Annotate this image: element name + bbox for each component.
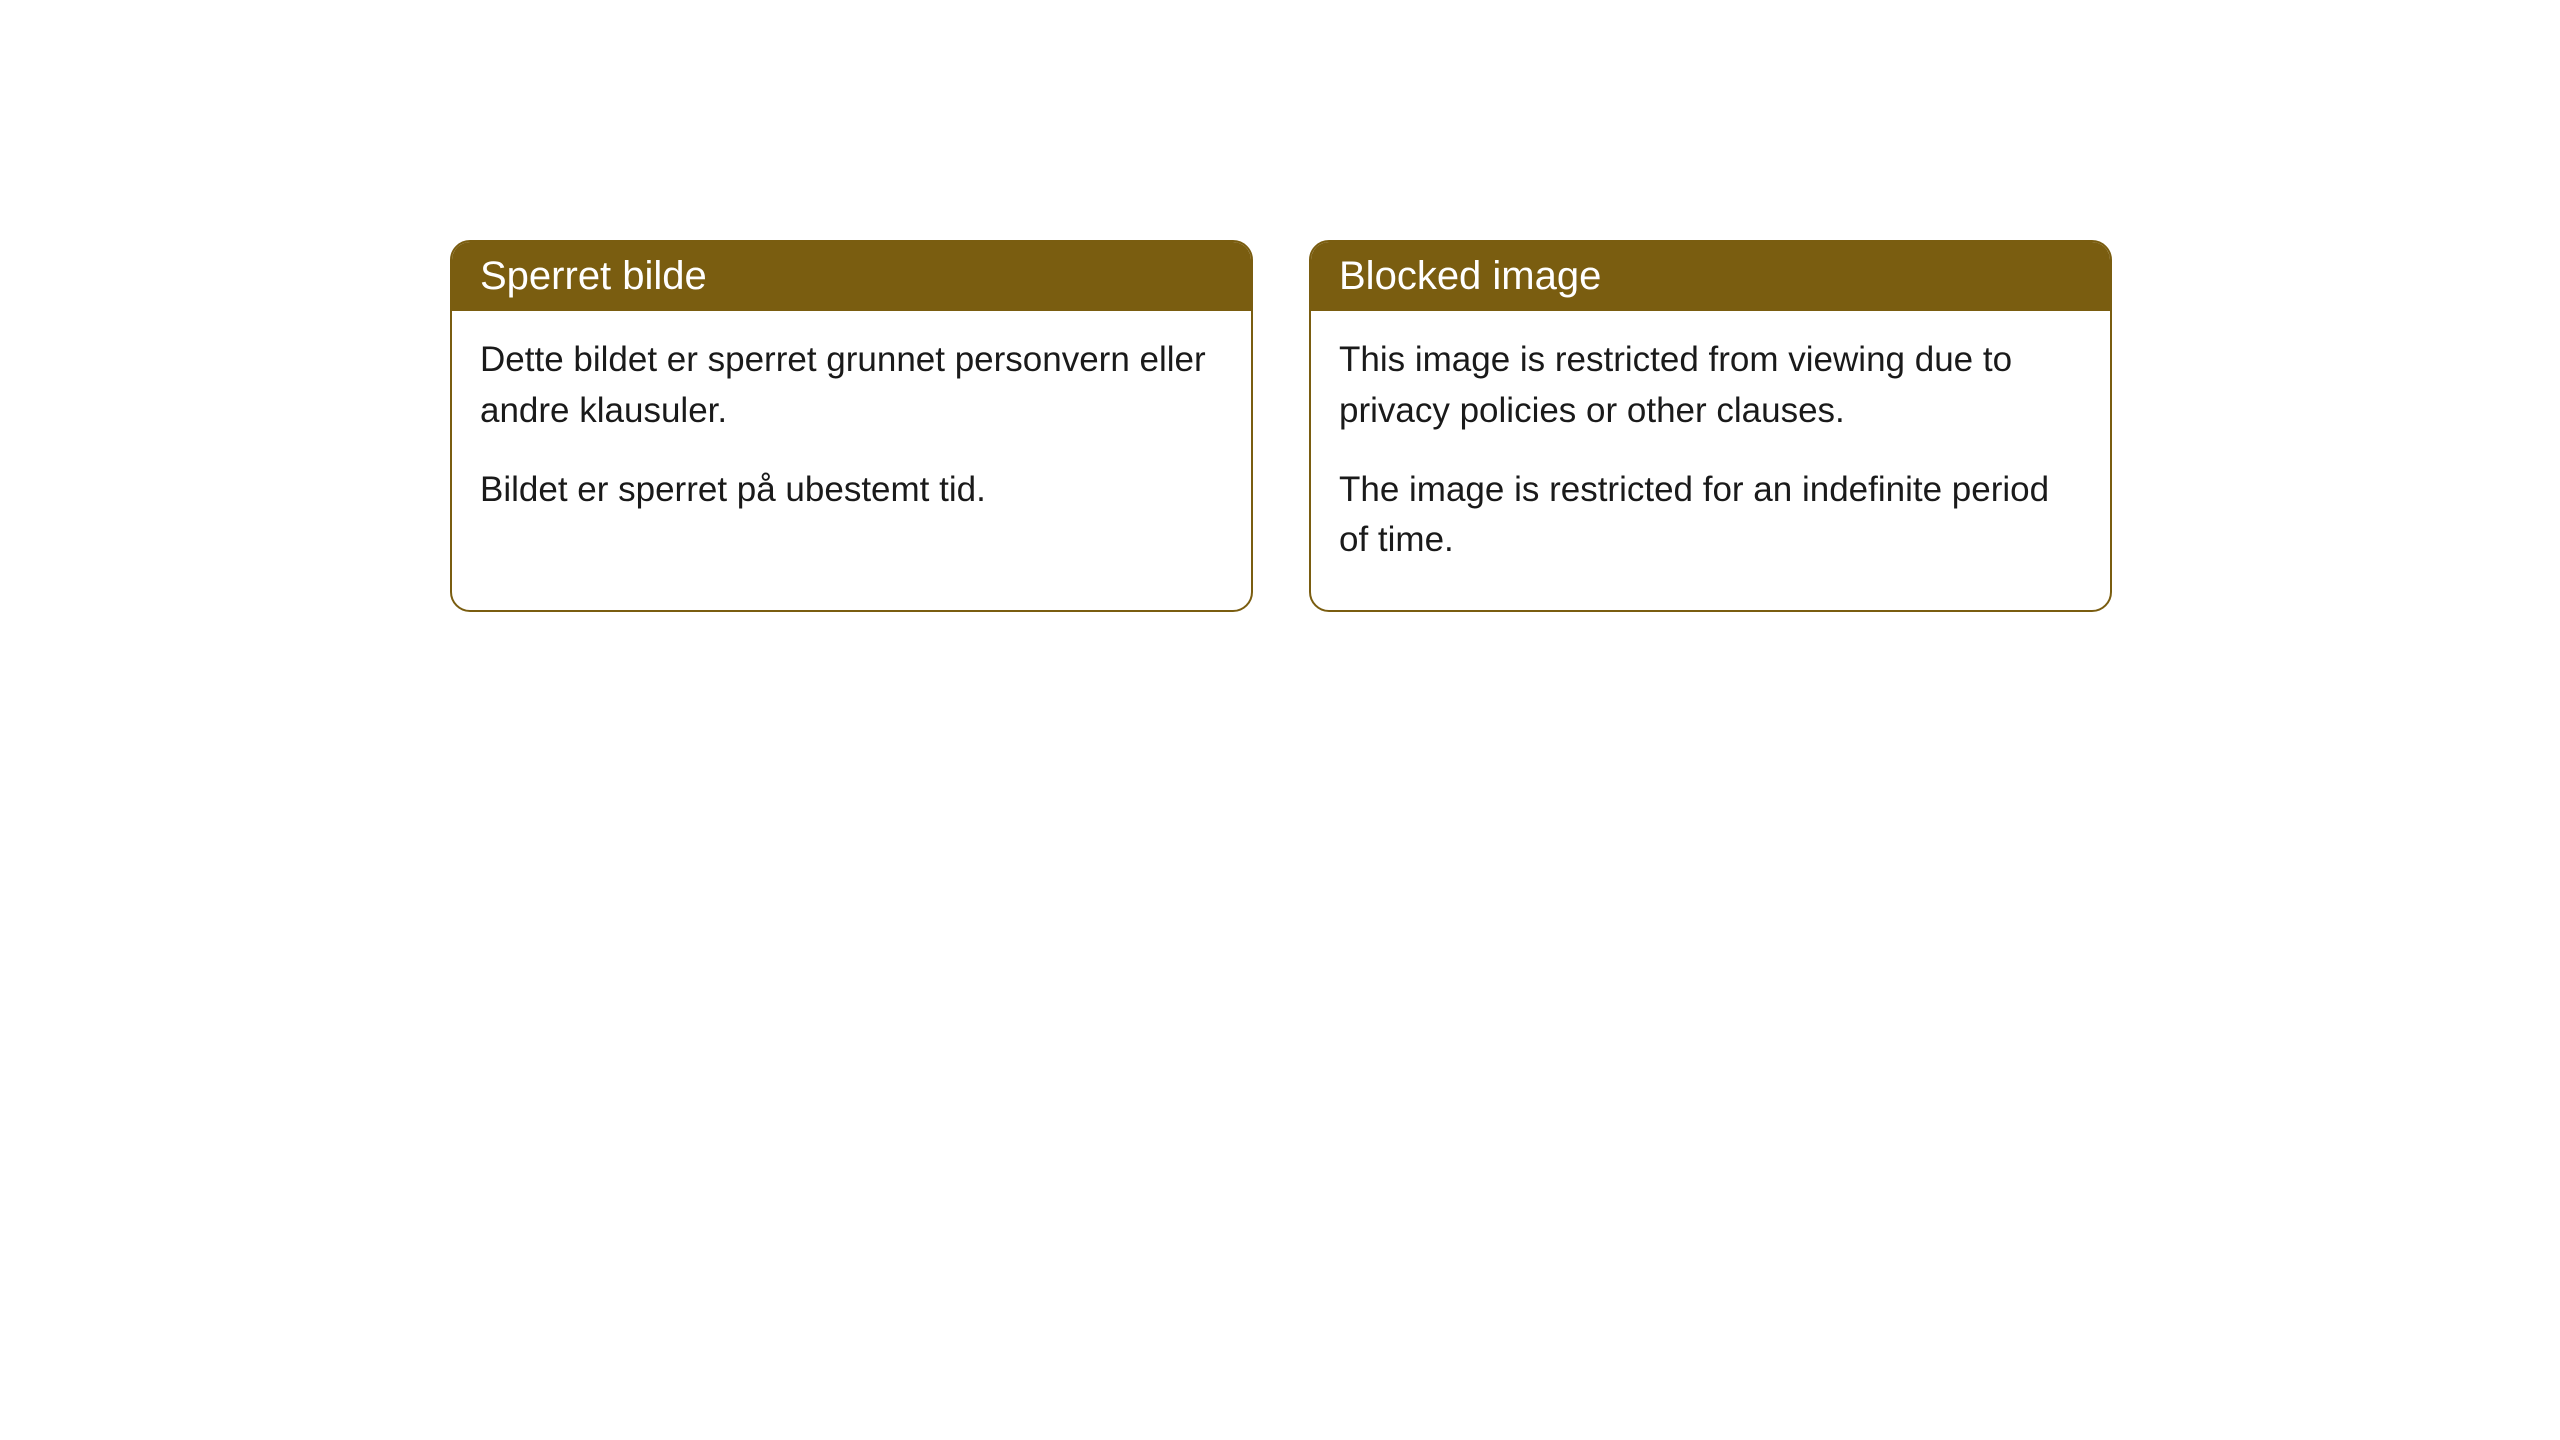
notice-container: Sperret bilde Dette bildet er sperret gr…	[450, 240, 2112, 612]
card-paragraph: This image is restricted from viewing du…	[1339, 335, 2082, 437]
card-paragraph: The image is restricted for an indefinit…	[1339, 465, 2082, 567]
card-paragraph: Bildet er sperret på ubestemt tid.	[480, 465, 1223, 516]
card-body-no: Dette bildet er sperret grunnet personve…	[452, 311, 1251, 559]
card-title-no: Sperret bilde	[452, 242, 1251, 311]
blocked-image-card-en: Blocked image This image is restricted f…	[1309, 240, 2112, 612]
card-paragraph: Dette bildet er sperret grunnet personve…	[480, 335, 1223, 437]
card-title-en: Blocked image	[1311, 242, 2110, 311]
card-body-en: This image is restricted from viewing du…	[1311, 311, 2110, 610]
blocked-image-card-no: Sperret bilde Dette bildet er sperret gr…	[450, 240, 1253, 612]
